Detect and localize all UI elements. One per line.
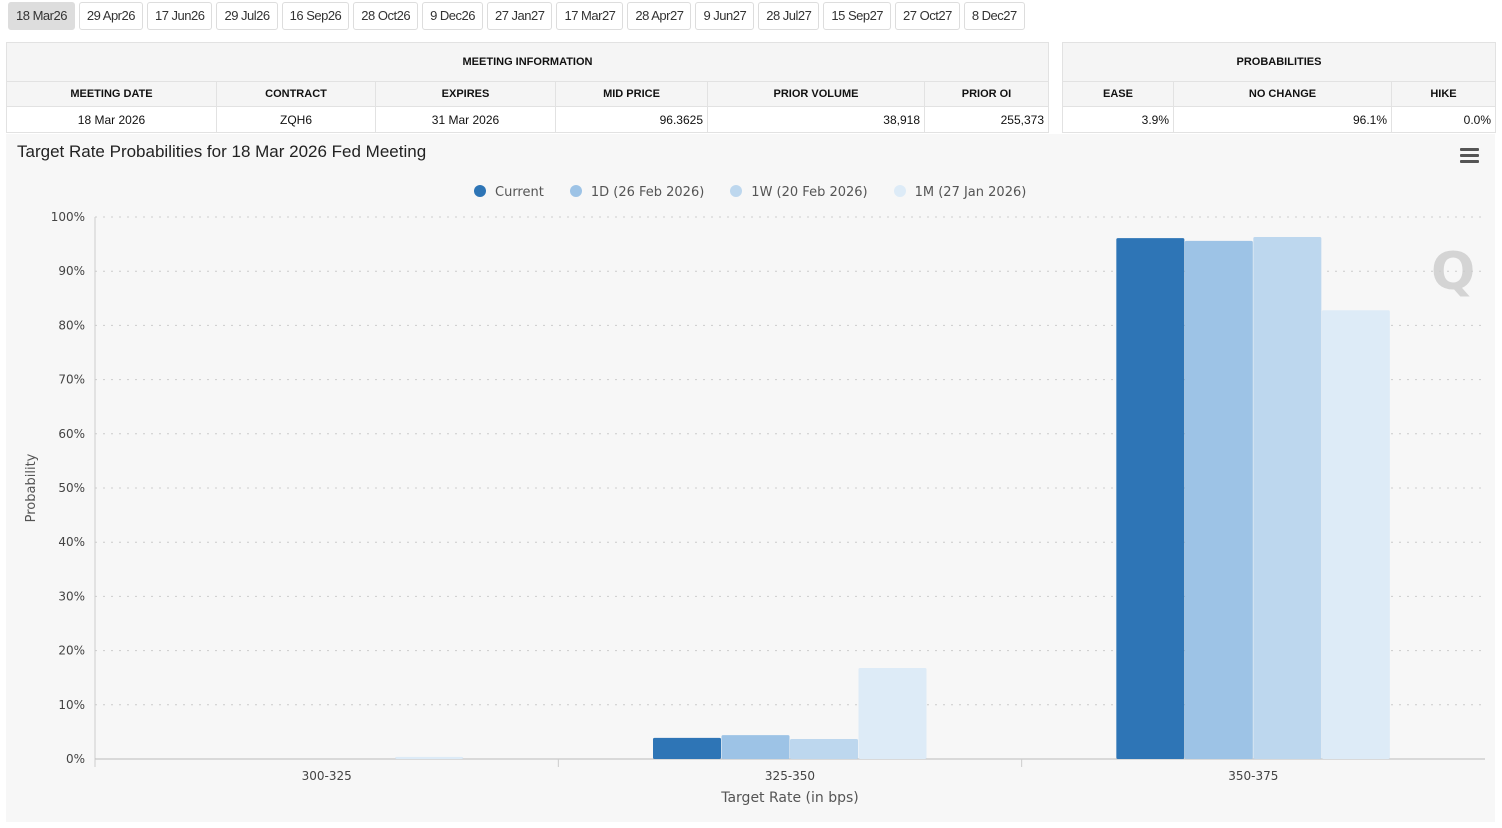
- legend-item[interactable]: Current: [474, 185, 544, 200]
- y-tick-label: 60%: [58, 427, 85, 441]
- meeting-tab[interactable]: 28 Jul27: [758, 2, 820, 30]
- meeting-tab[interactable]: 28 Oct26: [353, 2, 419, 30]
- y-axis-title: Probability: [24, 453, 39, 522]
- meeting-info-title: MEETING INFORMATION: [6, 42, 1049, 82]
- legend-item[interactable]: 1M (27 Jan 2026): [893, 185, 1027, 200]
- legend-dot-icon: [730, 185, 743, 197]
- meeting-tab[interactable]: 29 Jul26: [216, 2, 278, 30]
- legend-label: 1W (20 Feb 2026): [751, 185, 868, 200]
- legend-item[interactable]: 1W (20 Feb 2026): [730, 185, 868, 200]
- bar: [790, 738, 858, 759]
- legend-label: Current: [495, 185, 544, 200]
- meeting-information-table: MEETING INFORMATION MEETING DATE CONTRAC…: [6, 42, 1049, 133]
- chart-svg: 0% 10% 20% 30% 40% 50% 60% 70% 80% 90% 100% 300-325…: [24, 210, 1485, 806]
- probability-chart: Target Rate Probabilities for 18 Mar 202…: [6, 134, 1495, 822]
- meeting-tab[interactable]: 16 Sep26: [281, 2, 350, 30]
- expires: 31 Mar 2026: [375, 106, 556, 133]
- y-tick-label: 0%: [66, 752, 85, 766]
- bar: [1184, 240, 1253, 759]
- y-tick-label: 100%: [51, 210, 85, 224]
- col-meeting-date: MEETING DATE: [6, 81, 217, 107]
- contract: ZQH6: [216, 106, 376, 133]
- chart-title: Target Rate Probabilities for 18 Mar 202…: [17, 142, 427, 161]
- bar: [1116, 238, 1185, 759]
- bar: [1321, 310, 1390, 759]
- y-tick-label: 30%: [58, 589, 85, 603]
- hike-value: 0.0%: [1391, 106, 1496, 133]
- bar: [395, 756, 464, 759]
- meeting-tab[interactable]: 27 Oct27: [895, 2, 960, 30]
- meeting-tab[interactable]: 17 Jun26: [146, 2, 213, 30]
- probabilities-title: PROBABILITIES: [1062, 42, 1496, 82]
- y-tick-label: 20%: [58, 644, 85, 658]
- ease-value: 3.9%: [1062, 106, 1174, 133]
- meeting-date: 18 Mar 2026: [6, 106, 217, 133]
- bar: [653, 737, 721, 759]
- col-ease: EASE: [1062, 81, 1174, 107]
- y-tick-label: 70%: [58, 373, 85, 387]
- probabilities-table: PROBABILITIES EASE NO CHANGE HIKE 3.9% 9…: [1062, 42, 1496, 133]
- x-tick-label: 300-325: [302, 769, 352, 783]
- meeting-tab[interactable]: 17 Mar27: [556, 2, 624, 30]
- legend-item[interactable]: 1D (26 Feb 2026): [569, 185, 705, 200]
- col-no-change: NO CHANGE: [1173, 81, 1392, 107]
- col-mid-price: MID PRICE: [555, 81, 708, 107]
- prior-oi: 255,373: [924, 106, 1049, 133]
- hamburger-menu-icon[interactable]: [1460, 148, 1479, 166]
- meeting-tab[interactable]: 29 Apr26: [78, 2, 143, 30]
- y-tick-label: 50%: [58, 481, 85, 495]
- x-axis-title: Target Rate (in bps): [720, 790, 859, 806]
- bar: [858, 667, 927, 759]
- y-tick-label: 90%: [58, 264, 85, 278]
- meeting-tab[interactable]: 27 Jan27: [486, 2, 553, 30]
- y-tick-label: 10%: [58, 698, 85, 712]
- col-hike: HIKE: [1391, 81, 1496, 107]
- legend-label: 1D (26 Feb 2026): [590, 185, 705, 200]
- legend-label: 1M (27 Jan 2026): [914, 185, 1027, 200]
- meeting-tab[interactable]: 8 Dec27: [963, 2, 1025, 30]
- no-change-value: 96.1%: [1173, 106, 1392, 133]
- y-tick-label: 40%: [58, 535, 85, 549]
- meeting-tab[interactable]: 9 Jun27: [695, 2, 755, 30]
- meeting-tabs: 18 Mar26 29 Apr26 17 Jun26 29 Jul26 16 Sep26…: [8, 2, 1025, 30]
- chart-legend: Current 1D (26 Feb 2026) 1W (20 Feb 2026) 1…: [474, 185, 1026, 200]
- y-tick-label: 80%: [58, 318, 85, 332]
- meeting-tab[interactable]: 9 Dec26: [422, 2, 483, 30]
- watermark-logo-icon: Q: [1431, 242, 1475, 302]
- mid-price: 96.3625: [555, 106, 708, 133]
- bar: [1253, 237, 1322, 759]
- legend-dot-icon: [474, 185, 486, 197]
- col-prior-oi: PRIOR OI: [924, 81, 1049, 107]
- col-expires: EXPIRES: [375, 81, 556, 107]
- prior-volume: 38,918: [707, 106, 925, 133]
- x-tick-label: 350-375: [1228, 769, 1278, 783]
- col-contract: CONTRACT: [216, 81, 376, 107]
- legend-dot-icon: [569, 185, 582, 197]
- meeting-tab[interactable]: 18 Mar26: [8, 2, 75, 30]
- meeting-tab[interactable]: 15 Sep27: [823, 2, 892, 30]
- meeting-tab[interactable]: 28 Apr27: [627, 2, 692, 30]
- legend-dot-icon: [893, 185, 906, 197]
- x-tick-label: 325-350: [765, 769, 815, 783]
- bar: [721, 735, 790, 759]
- col-prior-volume: PRIOR VOLUME: [707, 81, 925, 107]
